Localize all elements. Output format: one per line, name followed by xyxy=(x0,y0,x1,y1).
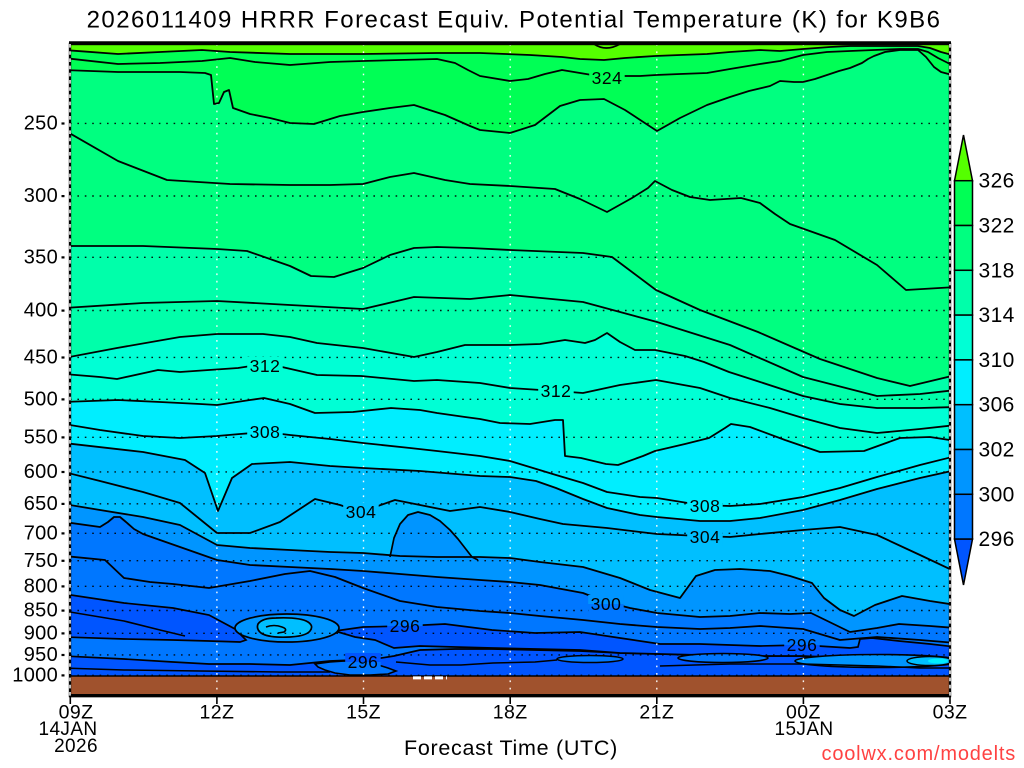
svg-text:302: 302 xyxy=(979,439,1015,462)
svg-text:450: 450 xyxy=(24,347,58,369)
svg-text:296: 296 xyxy=(979,528,1015,551)
svg-text:350: 350 xyxy=(24,247,58,269)
svg-text:304: 304 xyxy=(690,527,721,547)
svg-text:03Z: 03Z xyxy=(933,702,968,724)
svg-text:310: 310 xyxy=(979,349,1015,372)
svg-text:318: 318 xyxy=(979,259,1015,282)
svg-text:304: 304 xyxy=(346,502,377,522)
svg-text:Forecast Time (UTC): Forecast Time (UTC) xyxy=(404,736,618,760)
svg-text:09Z: 09Z xyxy=(59,702,94,724)
svg-text:312: 312 xyxy=(250,356,281,376)
svg-text:600: 600 xyxy=(24,461,58,483)
svg-text:15JAN: 15JAN xyxy=(774,719,833,740)
svg-text:15Z: 15Z xyxy=(346,702,381,724)
svg-text:306: 306 xyxy=(979,394,1015,417)
svg-text:300: 300 xyxy=(24,185,58,207)
svg-text:322: 322 xyxy=(979,215,1015,238)
svg-text:296: 296 xyxy=(348,652,379,672)
svg-text:700: 700 xyxy=(24,523,58,545)
svg-text:00Z: 00Z xyxy=(786,702,821,724)
svg-text:18Z: 18Z xyxy=(493,702,528,724)
svg-text:296: 296 xyxy=(390,616,421,636)
svg-text:312: 312 xyxy=(541,381,572,401)
svg-text:2026: 2026 xyxy=(54,736,98,757)
svg-text:800: 800 xyxy=(24,576,58,598)
svg-text:308: 308 xyxy=(690,496,721,516)
svg-text:21Z: 21Z xyxy=(639,702,674,724)
svg-text:1000: 1000 xyxy=(12,665,58,687)
svg-text:300: 300 xyxy=(591,594,622,614)
svg-text:296: 296 xyxy=(787,635,818,655)
svg-text:324: 324 xyxy=(592,68,623,88)
svg-text:850: 850 xyxy=(24,600,58,622)
svg-text:308: 308 xyxy=(250,422,281,442)
svg-text:314: 314 xyxy=(979,304,1015,327)
svg-text:14JAN: 14JAN xyxy=(38,719,97,740)
svg-text:550: 550 xyxy=(24,427,58,449)
svg-text:950: 950 xyxy=(24,644,58,666)
svg-text:400: 400 xyxy=(24,300,58,322)
svg-text:500: 500 xyxy=(24,389,58,411)
svg-text:12Z: 12Z xyxy=(199,702,234,724)
svg-text:300: 300 xyxy=(979,483,1015,506)
svg-text:2026011409 HRRR Forecast Equiv: 2026011409 HRRR Forecast Equiv. Potentia… xyxy=(87,7,942,34)
svg-text:coolwx.com/modelts: coolwx.com/modelts xyxy=(822,743,1016,765)
svg-text:750: 750 xyxy=(24,550,58,572)
svg-text:900: 900 xyxy=(24,623,58,645)
svg-text:650: 650 xyxy=(24,493,58,515)
svg-text:250: 250 xyxy=(24,113,58,135)
svg-text:326: 326 xyxy=(979,170,1015,193)
